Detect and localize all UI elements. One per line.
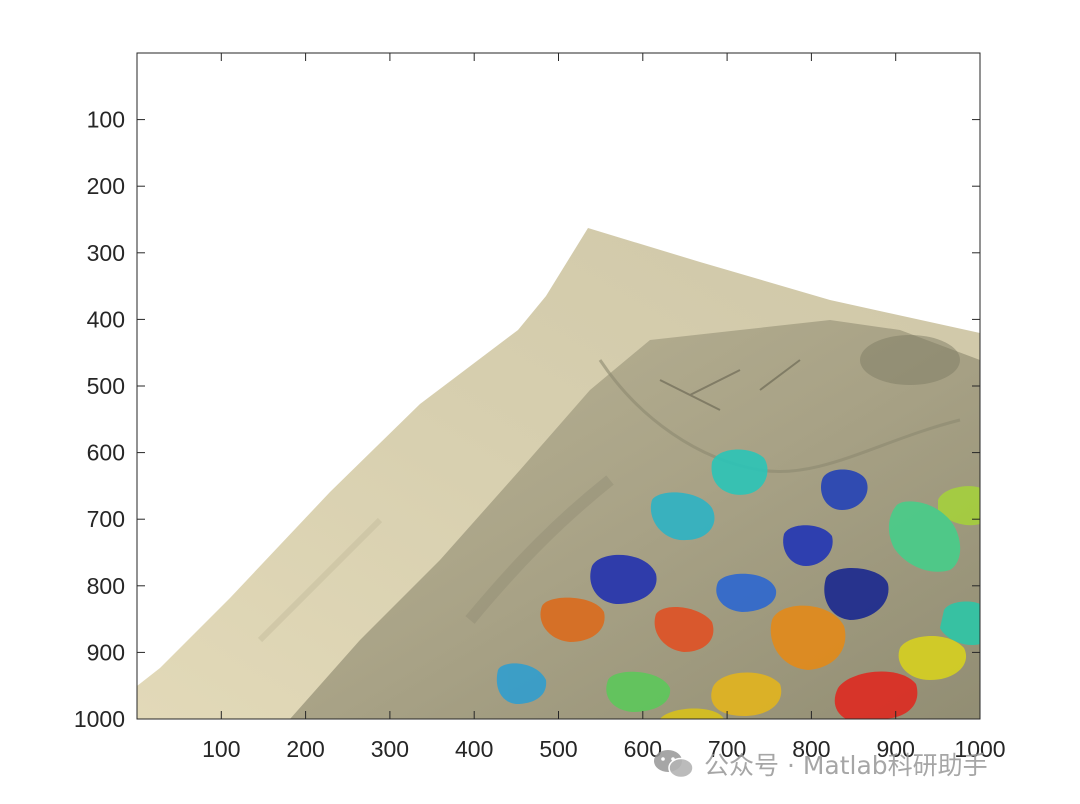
- wechat-icon: [654, 750, 694, 779]
- segment-blue-dark: [590, 554, 657, 604]
- segment-gold-bottom: [660, 708, 724, 719]
- y-tick-label: 700: [87, 506, 125, 532]
- segment-green: [606, 671, 671, 712]
- segment-cyan: [711, 449, 768, 495]
- segment-gold: [711, 672, 782, 716]
- watermark-text: 公众号 · Matlab科研助手: [704, 751, 988, 780]
- x-tick-label: 900: [877, 736, 915, 762]
- y-tick-label: 1000: [74, 706, 125, 732]
- segment-teal-right: [940, 601, 980, 646]
- segment-red-orange: [654, 607, 714, 652]
- y-tick-label: 800: [87, 573, 125, 599]
- aerial-image: [137, 228, 980, 719]
- y-tick-label: 400: [87, 306, 125, 332]
- segment-blue-mid: [783, 525, 833, 566]
- x-axis-ticks: 100 200 300 400 500 600 700 800 900 1000: [202, 53, 1006, 762]
- y-tick-label: 100: [87, 107, 125, 133]
- x-tick-label: 100: [202, 736, 240, 762]
- segmentation-overlay: [496, 449, 980, 719]
- segment-yellow: [898, 635, 967, 680]
- segment-yellowgreen: [938, 486, 980, 526]
- y-tick-label: 600: [87, 440, 125, 466]
- segment-teal-large: [650, 492, 715, 541]
- x-tick-label: 500: [539, 736, 577, 762]
- segment-red: [834, 671, 918, 719]
- x-tick-label: 700: [708, 736, 746, 762]
- y-tick-label: 500: [87, 373, 125, 399]
- segment-teal-small: [496, 663, 547, 704]
- x-tick-label: 400: [455, 736, 493, 762]
- segment-mint: [888, 501, 961, 572]
- x-tick-label: 300: [371, 736, 409, 762]
- y-tick-label: 300: [87, 240, 125, 266]
- segment-orange: [770, 605, 846, 670]
- y-axis-ticks: 100 200 300 400 500 600 700 800 900 1000: [74, 107, 980, 732]
- x-tick-label: 200: [286, 736, 324, 762]
- y-tick-label: 200: [87, 173, 125, 199]
- x-tick-label: 800: [792, 736, 830, 762]
- x-tick-label: 1000: [954, 736, 1005, 762]
- segment-blue-right: [820, 469, 868, 510]
- segment-orange-left: [540, 597, 605, 642]
- segment-navy: [824, 567, 889, 620]
- watermark: 公众号 · Matlab科研助手: [652, 744, 988, 784]
- y-tick-label: 900: [87, 639, 125, 665]
- segment-blue: [716, 573, 777, 612]
